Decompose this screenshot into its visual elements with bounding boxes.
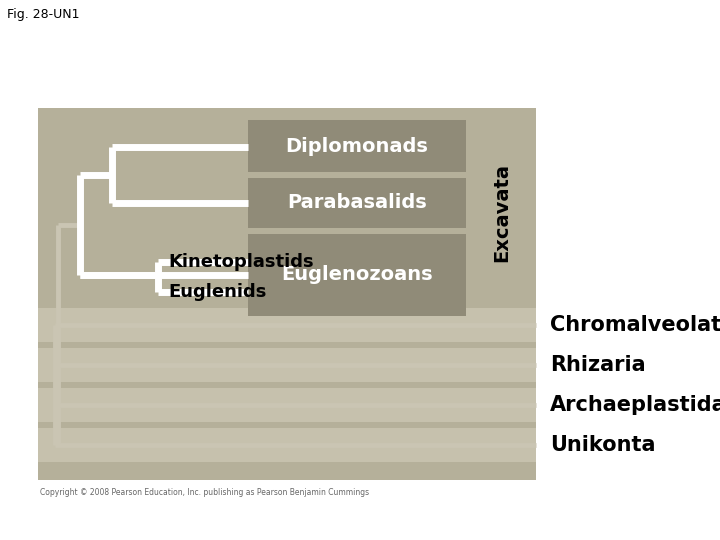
- Text: Euglenids: Euglenids: [168, 283, 266, 301]
- Text: Parabasalids: Parabasalids: [287, 193, 427, 213]
- Bar: [248, 178, 466, 228]
- Bar: [38, 308, 536, 342]
- Bar: [38, 388, 536, 422]
- Text: Unikonta: Unikonta: [550, 435, 655, 455]
- Text: Chromalveolata: Chromalveolata: [550, 315, 720, 335]
- Bar: [38, 108, 536, 480]
- Bar: [248, 120, 466, 172]
- Text: Rhizaria: Rhizaria: [550, 355, 646, 375]
- Text: Archaeplastida: Archaeplastida: [550, 395, 720, 415]
- Text: Copyright © 2008 Pearson Education, Inc. publishing as Pearson Benjamin Cummings: Copyright © 2008 Pearson Education, Inc.…: [40, 488, 369, 497]
- Bar: [38, 428, 536, 462]
- Text: Kinetoplastids: Kinetoplastids: [168, 253, 314, 271]
- Text: Fig. 28-UN1: Fig. 28-UN1: [7, 8, 79, 21]
- Text: Excavata: Excavata: [492, 163, 511, 262]
- Text: Diplomonads: Diplomonads: [286, 137, 428, 156]
- Text: Euglenozoans: Euglenozoans: [282, 266, 433, 285]
- Bar: [38, 348, 536, 382]
- Bar: [248, 234, 466, 316]
